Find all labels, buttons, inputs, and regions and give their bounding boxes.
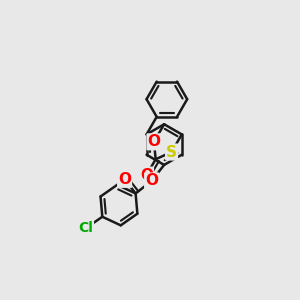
Text: O: O — [118, 172, 131, 187]
Text: O: O — [148, 134, 160, 149]
Text: O: O — [145, 173, 158, 188]
Text: O: O — [140, 168, 153, 183]
Text: S: S — [166, 145, 177, 160]
Text: Cl: Cl — [78, 221, 93, 236]
